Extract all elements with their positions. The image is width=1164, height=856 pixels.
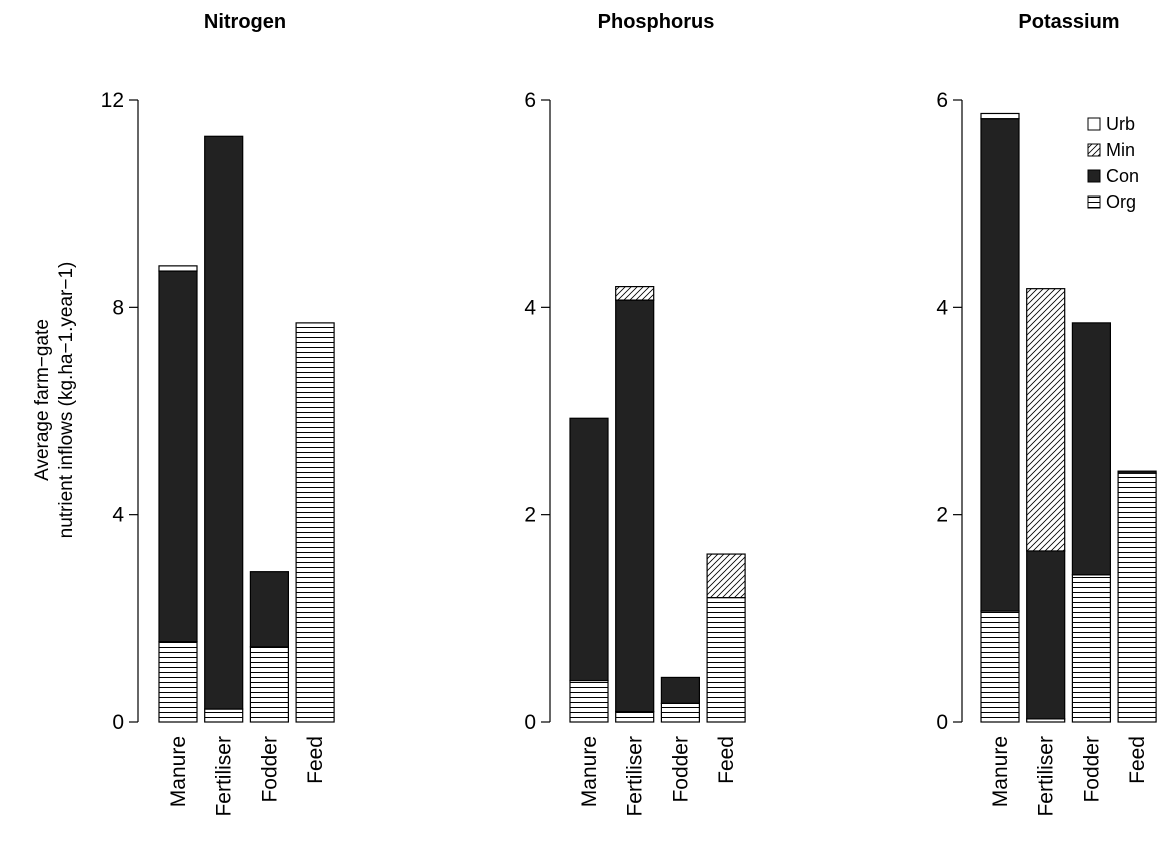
bar-fertiliser-min [1026, 288, 1066, 552]
y-tick-label: 0 [936, 711, 948, 734]
y-tick-label: 8 [112, 296, 124, 319]
x-category-label: Feed [1126, 736, 1149, 784]
legend: Urb Min Con Org [1087, 114, 1139, 212]
legend-label: Min [1106, 140, 1135, 160]
y-axis-title-line-1: Average farm−gate [32, 319, 53, 481]
legend-label: Org [1106, 192, 1136, 212]
bar-fodder-org [249, 646, 289, 723]
y-tick-label: 6 [524, 89, 536, 112]
bar-fodder-org [1071, 574, 1112, 723]
x-category-label: Feed [304, 736, 327, 784]
bar-feed-org [295, 322, 335, 723]
y-tick-label: 4 [112, 504, 124, 527]
x-category-label: Fertiliser [1035, 736, 1058, 817]
bar-manure-con [158, 270, 198, 643]
x-category-label: Manure [989, 736, 1012, 807]
bar-feed-org [706, 596, 746, 723]
bar-fertiliser-con [204, 135, 244, 710]
y-tick-label: 0 [524, 711, 536, 734]
legend-item-min: Min [1087, 140, 1135, 160]
bar-manure-org [158, 641, 198, 723]
legend-label: Urb [1106, 114, 1135, 134]
bar-fertiliser-org [204, 708, 244, 723]
legend-swatch [1087, 169, 1101, 183]
bar-fodder-con [249, 571, 289, 648]
bar-manure-con [569, 417, 609, 682]
legend-swatch [1087, 117, 1101, 131]
legend-swatch [1087, 195, 1101, 209]
bar-fertiliser-con [1026, 550, 1066, 720]
legend-item-urb: Urb [1087, 114, 1135, 134]
y-tick-label: 2 [524, 504, 536, 527]
legend-label: Con [1106, 166, 1139, 186]
panel-title: Nitrogen [204, 11, 286, 33]
panel-nitrogen: Nitrogen 0 4 8 12 Manure Fertiliser Fodder Feed [101, 11, 335, 817]
bar-fertiliser-con [615, 299, 655, 713]
bar-fertiliser-min [615, 286, 655, 301]
y-axis-title: Average farm−gate nutrient inflows (kg.h… [32, 262, 77, 539]
x-category-label: Feed [715, 736, 738, 784]
x-category-label: Manure [578, 736, 601, 807]
x-category-label: Fertiliser [213, 736, 236, 817]
bar-fodder-org [660, 702, 701, 723]
x-category-label: Fertiliser [624, 736, 647, 817]
x-category-label: Fodder [258, 736, 281, 803]
bar-feed-con [1117, 470, 1157, 474]
panel-potassium: Potassium 0 2 4 6 Manure Fertiliser Fodder Feed [936, 11, 1157, 817]
y-tick-label: 2 [936, 504, 948, 527]
y-axis-title-line-2: nutrient inflows (kg.ha−1.year−1) [56, 262, 77, 539]
bar-manure-org [569, 679, 609, 723]
y-tick-label: 6 [936, 89, 948, 112]
legend-swatch [1087, 143, 1101, 157]
y-tick-label: 0 [112, 711, 124, 734]
bar-fertiliser-org [615, 711, 655, 723]
panel-title: Phosphorus [598, 11, 715, 33]
x-category-label: Fodder [1080, 736, 1103, 803]
bar-manure-con [980, 118, 1020, 612]
bar-feed-org [1117, 472, 1157, 723]
legend-item-con: Con [1087, 166, 1139, 186]
bar-manure-urb [158, 265, 198, 272]
bar-manure-org [980, 610, 1020, 723]
panel-phosphorus: Phosphorus 0 2 4 6 Manure Fertiliser Fodder Feed [524, 11, 746, 817]
y-tick-label: 12 [101, 89, 124, 112]
y-tick-label: 4 [524, 296, 536, 319]
panel-title: Potassium [1018, 11, 1119, 33]
bar-feed-min [706, 553, 746, 599]
x-category-label: Manure [167, 736, 190, 807]
x-category-label: Fodder [669, 736, 692, 803]
bar-manure-urb [980, 112, 1020, 120]
y-tick-label: 4 [936, 296, 948, 319]
bar-fodder-con [1071, 322, 1112, 576]
legend-item-org: Org [1087, 192, 1136, 212]
bar-fodder-con [660, 676, 701, 704]
